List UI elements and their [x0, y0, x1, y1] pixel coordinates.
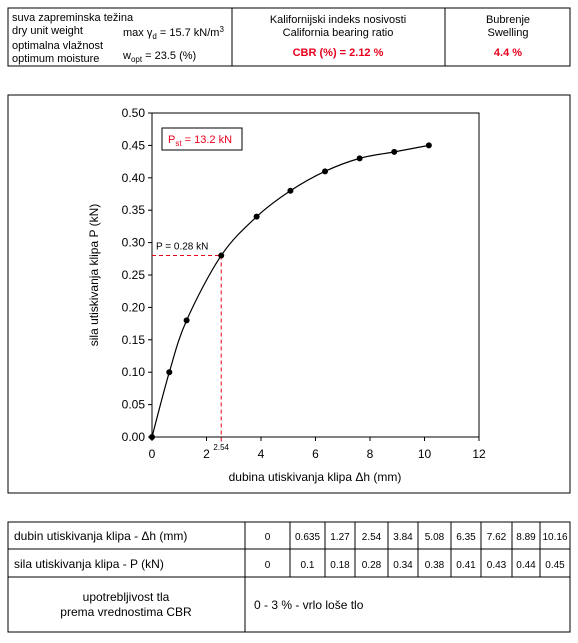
point	[287, 187, 294, 194]
pst-label: Pst = 13.2 kN	[168, 134, 232, 148]
x-axis-label: dubina utiskivanja klipa Δh (mm)	[229, 470, 402, 484]
marker-x-label: 2.54	[213, 443, 229, 452]
table-cell: 0.44	[516, 560, 536, 571]
table-cell: 7.62	[487, 532, 507, 543]
point	[391, 148, 398, 155]
x-tick-label: 0	[149, 447, 156, 461]
point	[356, 155, 363, 162]
point	[166, 369, 173, 376]
chart-frame	[7, 94, 571, 494]
table-cell: 8.89	[516, 532, 536, 543]
header-text: Bubrenje	[486, 14, 530, 26]
table-cell: 1.27	[330, 532, 350, 543]
header-text: Swelling	[488, 27, 529, 39]
table-cell: 0.18	[330, 560, 350, 571]
x-tick-label: 4	[258, 447, 265, 461]
plot-area	[151, 112, 480, 438]
header-result: 4.4 %	[494, 47, 522, 59]
header-frame	[7, 7, 571, 67]
point	[425, 142, 432, 149]
table-cell: 0.45	[545, 560, 565, 571]
x-tick-label: 10	[418, 447, 432, 461]
header-value: max γd = 15.7 kN/m3	[123, 25, 224, 41]
y-tick-label: 0.25	[122, 268, 146, 282]
table-cell: 0.635	[295, 532, 320, 543]
table-cell: 0.34	[393, 560, 413, 571]
y-tick-label: 0.40	[122, 171, 146, 185]
table-cell: 0.38	[425, 560, 445, 571]
table-cell: 0.1	[301, 560, 315, 571]
y-tick-label: 0.30	[122, 236, 146, 250]
header-text: California bearing ratio	[283, 27, 394, 39]
y-tick-label: 0.35	[122, 203, 146, 217]
table-label: prema vrednostima CBR	[60, 605, 192, 619]
table-cell: 0.43	[487, 560, 507, 571]
table-cell: 3.84	[393, 532, 413, 543]
curve	[151, 144, 429, 438]
y-tick-label: 0.05	[122, 398, 146, 412]
table-cell: 10.16	[542, 532, 567, 543]
header-text: optimalna vlažnost	[12, 40, 103, 52]
x-tick-label: 6	[312, 447, 319, 461]
plot: 0.00 0.05 0.10 0.15 0.20 0.25 0.30 0.35 0.40 0.45…	[122, 106, 486, 461]
y-tick-label: 0.15	[122, 333, 146, 347]
y-tick-label: 0.45	[122, 138, 146, 152]
point	[253, 213, 260, 220]
y-tick-label: 0.10	[122, 365, 146, 379]
x-tick-label: 2	[203, 447, 210, 461]
table-cell: 6.35	[456, 532, 476, 543]
header-text: Kalifornijski indeks nosivosti	[270, 14, 406, 26]
y-tick-label: 0.20	[122, 300, 146, 314]
table-cell: 0	[265, 560, 271, 571]
table-cell: 5.08	[425, 532, 445, 543]
y-tick-label: 0.50	[122, 106, 146, 120]
x-tick-label: 8	[367, 447, 374, 461]
table-cell: 0	[265, 532, 271, 543]
table-value: 0 - 3 % - vrlo loše tlo	[254, 598, 364, 612]
point	[218, 252, 225, 259]
table-label: upotrebljivost tla	[83, 590, 170, 604]
header-text: suva zapreminska težina	[12, 12, 134, 24]
y-axis-label: sila utiskivanja klipa P (kN)	[87, 204, 101, 347]
table-cell: 2.54	[362, 532, 382, 543]
x-tick-label: 12	[472, 447, 486, 461]
point	[183, 317, 190, 324]
point	[322, 168, 329, 175]
header-text: dry unit weight	[12, 25, 83, 37]
table-cell: 0.41	[456, 560, 476, 571]
table-label: sila utiskivanja klipa - P (kN)	[14, 557, 164, 571]
header-text: optimum moisture	[12, 53, 99, 65]
pst-box	[161, 127, 243, 151]
marker-label: P = 0.28 kN	[156, 242, 208, 253]
point	[149, 434, 155, 440]
header-value: wopt = 23.5 (%)	[122, 50, 196, 64]
table-label: dubin utiskivanja klipa - Δh (mm)	[14, 529, 187, 543]
header-result: CBR (%) = 2.12 %	[293, 47, 384, 59]
table-cells: 0 0 0.635 0.1 1.27 0.18 2.54 0.28 3.84 0.34 5.08 0.…	[265, 522, 568, 577]
y-tick-label: 0.00	[122, 430, 146, 444]
table-cell: 0.28	[362, 560, 382, 571]
